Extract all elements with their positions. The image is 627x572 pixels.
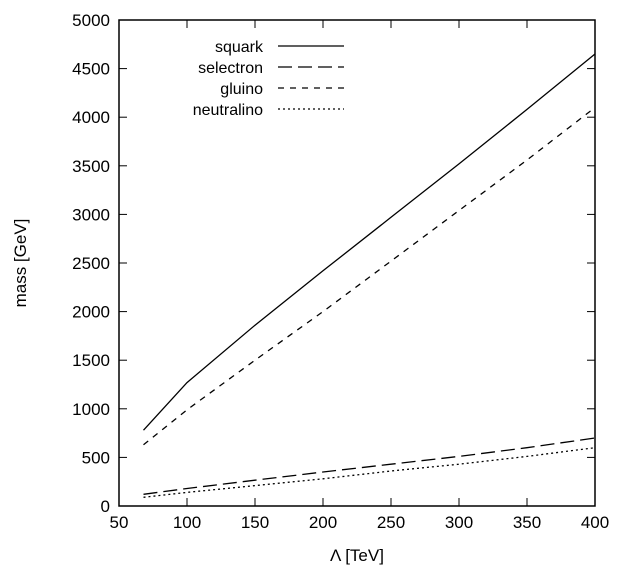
series-line-neutralino — [143, 447, 596, 498]
x-tick-label: 100 — [173, 513, 201, 532]
y-tick-label: 4500 — [72, 60, 110, 79]
y-tick-label: 1000 — [72, 400, 110, 419]
plot-frame — [118, 19, 596, 507]
series-line-squark — [143, 53, 596, 431]
x-tick-label: 400 — [581, 513, 609, 532]
x-tick-label: 50 — [110, 513, 129, 532]
y-tick-label: 1500 — [72, 351, 110, 370]
x-axis-label: Λ [TeV] — [330, 546, 384, 565]
legend: squark selectron gluino neutralino — [193, 39, 344, 119]
legend-label-squark: squark — [215, 39, 264, 56]
data-series — [143, 53, 596, 498]
y-tick-label: 2500 — [72, 254, 110, 273]
y-tick-label: 2000 — [72, 303, 110, 322]
y-tick-label: 500 — [82, 448, 110, 467]
y-tick-label: 4000 — [72, 108, 110, 127]
series-line-gluino — [143, 106, 596, 446]
legend-label-neutralino: neutralino — [193, 102, 263, 119]
x-tick-label: 150 — [241, 513, 269, 532]
x-tick-label: 350 — [513, 513, 541, 532]
y-tick-label: 3000 — [72, 205, 110, 224]
series-line-selectron — [143, 437, 596, 495]
y-tick-label: 5000 — [72, 11, 110, 30]
y-tick-label: 0 — [101, 497, 110, 516]
x-tick-label: 300 — [445, 513, 473, 532]
legend-label-selectron: selectron — [198, 60, 263, 77]
y-axis-label: mass [GeV] — [11, 219, 30, 308]
axis-ticks: 50 100 150 200 250 300 350 40005001000150020002… — [72, 11, 609, 532]
x-tick-label: 250 — [377, 513, 405, 532]
x-tick-label: 200 — [309, 513, 337, 532]
y-tick-label: 3500 — [72, 157, 110, 176]
legend-label-gluino: gluino — [220, 81, 263, 98]
